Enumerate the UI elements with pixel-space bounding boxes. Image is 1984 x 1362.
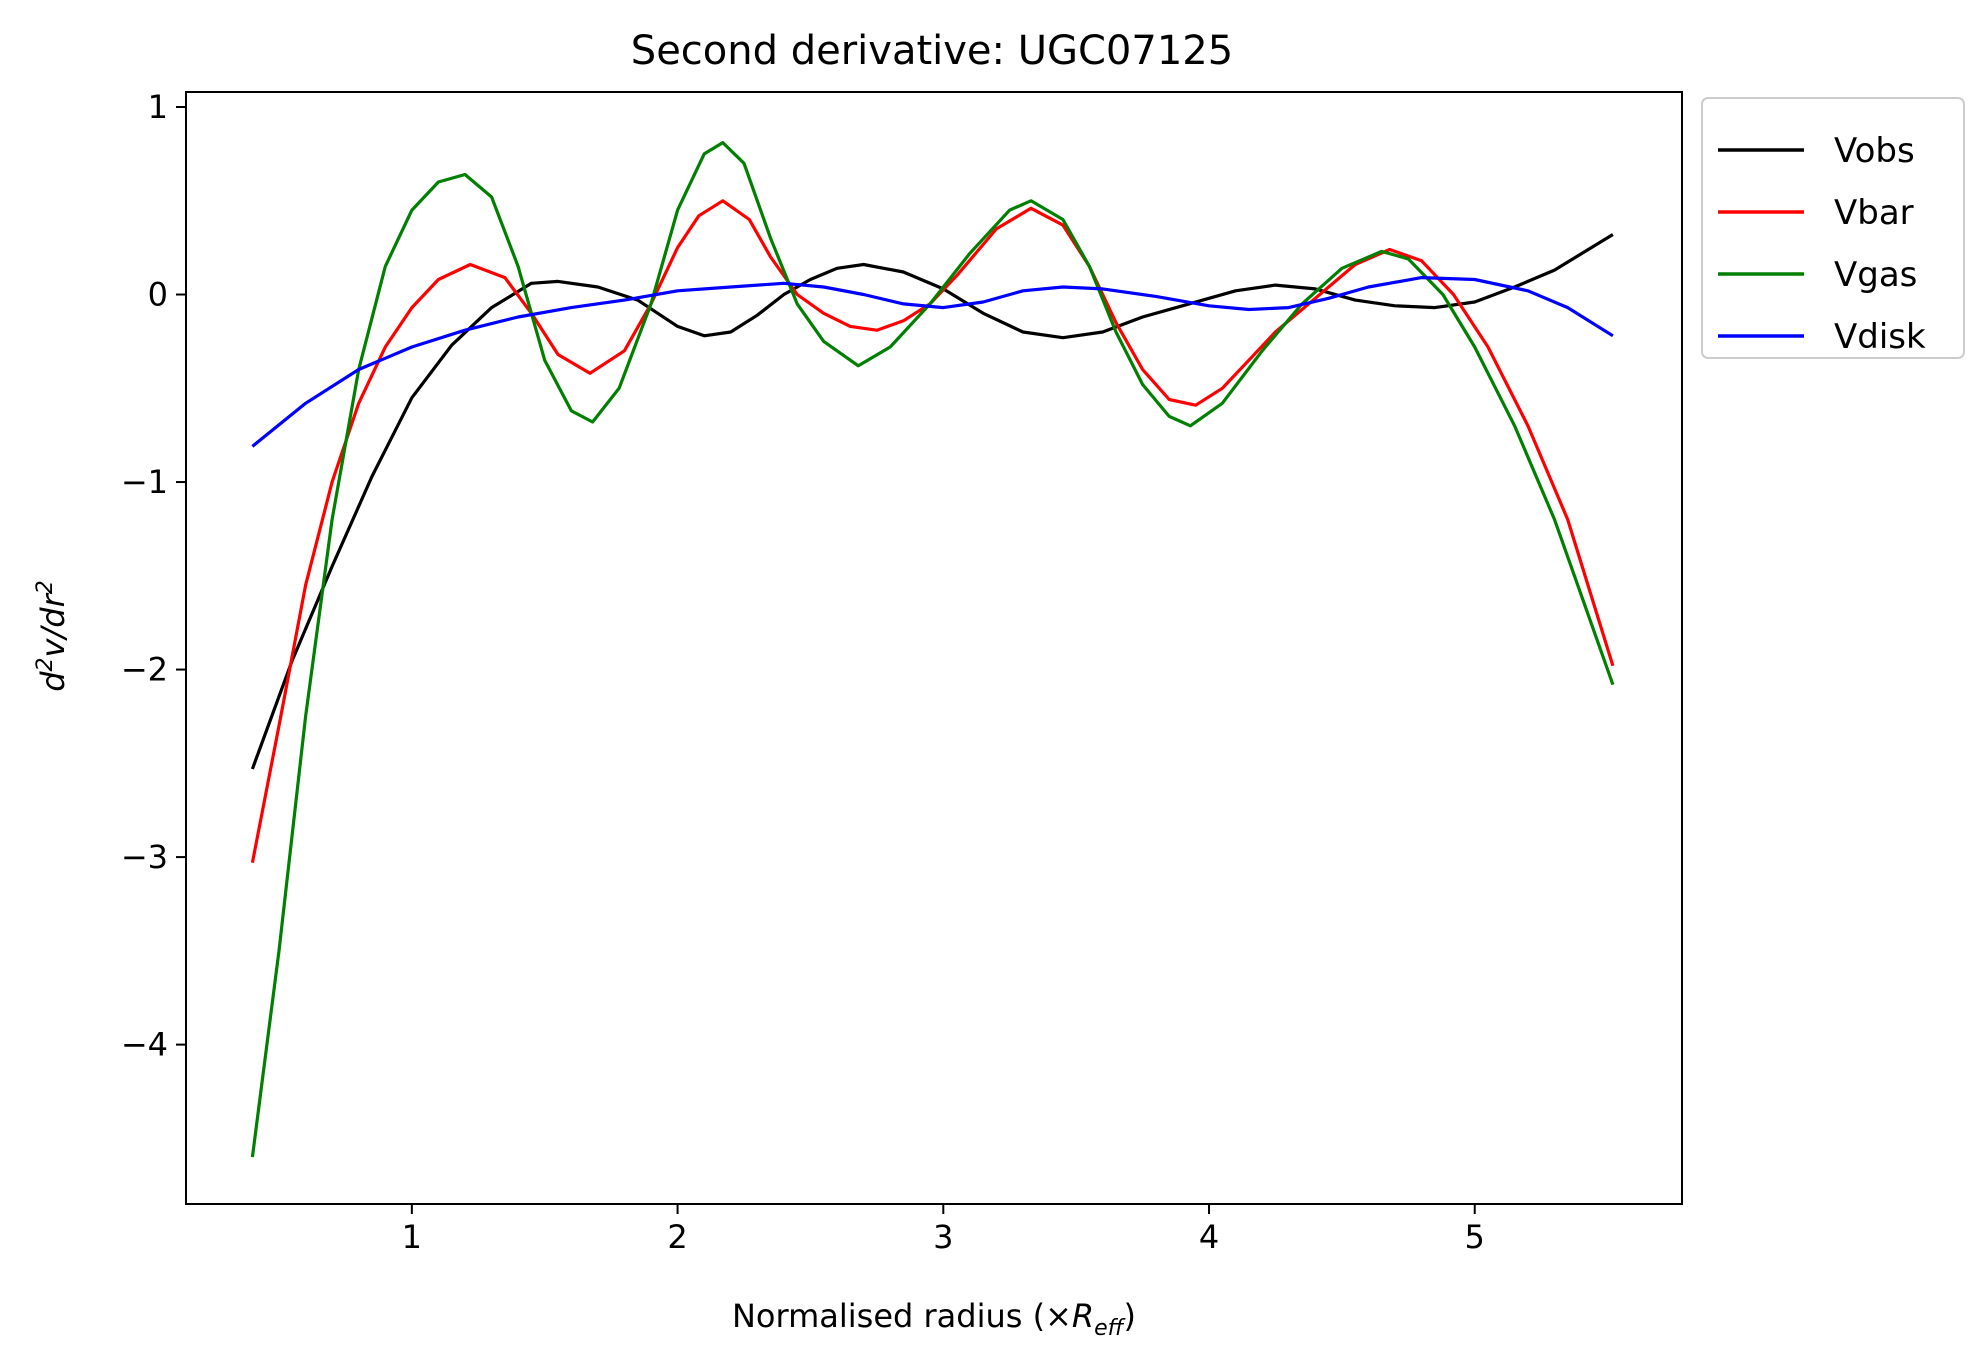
legend-label-vbar: Vbar bbox=[1834, 193, 1914, 233]
x-tick-label: 3 bbox=[933, 1218, 953, 1256]
legend: Vobs Vbar Vgas Vdisk bbox=[1701, 97, 1965, 359]
y-tick-label: 1 bbox=[148, 88, 168, 126]
legend-label-vdisk: Vdisk bbox=[1834, 317, 1926, 357]
y-tick-label: −2 bbox=[121, 651, 168, 689]
x-tick-label: 4 bbox=[1199, 1218, 1219, 1256]
series-line-vgas bbox=[250, 141, 1615, 1158]
y-tick-label: 0 bbox=[148, 276, 168, 314]
y-tick-label: −3 bbox=[121, 838, 168, 876]
legend-label-vobs: Vobs bbox=[1834, 131, 1915, 171]
legend-label-vgas: Vgas bbox=[1834, 255, 1917, 295]
series-line-vdisk bbox=[251, 276, 1614, 448]
x-tick-label: 2 bbox=[667, 1218, 687, 1256]
series-line-vbar bbox=[250, 199, 1615, 864]
series-layer bbox=[250, 141, 1615, 1158]
chart-title: Second derivative: UGC07125 bbox=[631, 28, 1233, 74]
x-axis: 1 2 3 4 5 bbox=[402, 1204, 1485, 1256]
y-axis: 1 0 −1 −2 −3 −4 bbox=[121, 88, 186, 1064]
series-line-vobs bbox=[250, 233, 1614, 770]
legend-box bbox=[1701, 97, 1965, 359]
x-tick-label: 1 bbox=[402, 1218, 422, 1256]
y-axis-label: d2v/dr2 bbox=[33, 580, 72, 692]
x-axis-label: Normalised radius (×Reff) bbox=[732, 1297, 1136, 1341]
y-tick-label: −1 bbox=[121, 463, 168, 501]
x-tick-label: 5 bbox=[1465, 1218, 1485, 1256]
y-tick-label: −4 bbox=[121, 1026, 168, 1064]
plot-frame bbox=[185, 91, 1683, 1205]
